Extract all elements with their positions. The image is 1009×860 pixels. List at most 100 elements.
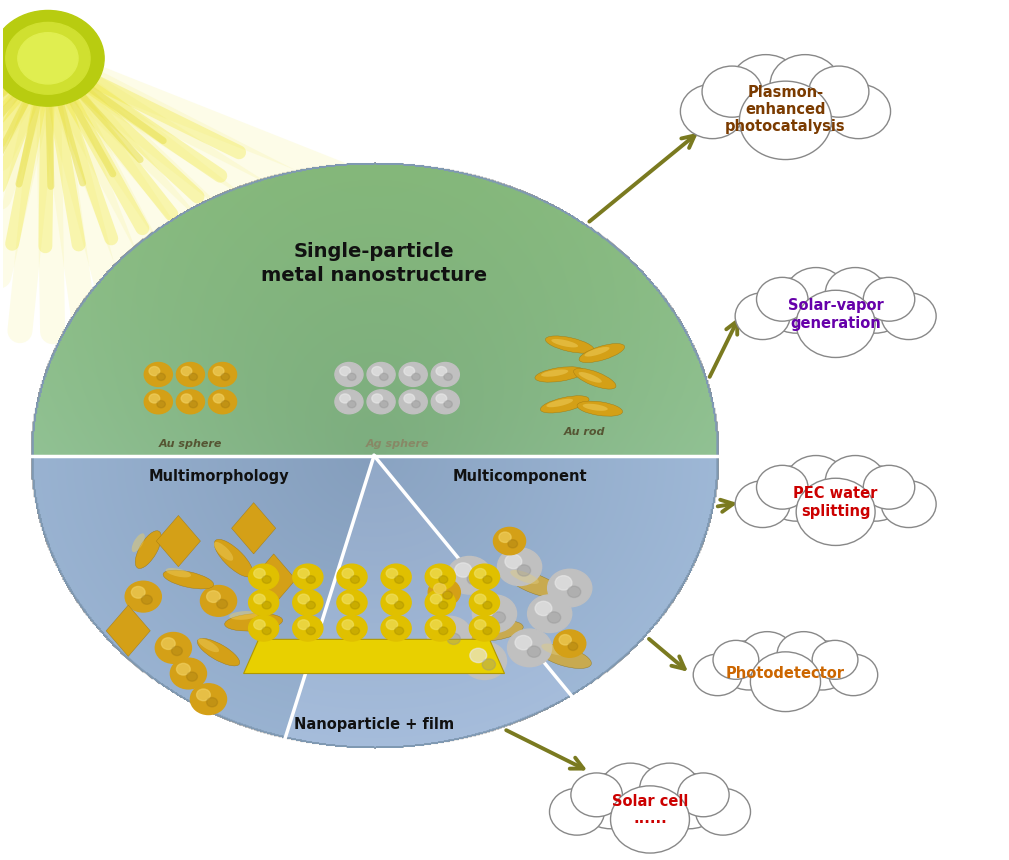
Circle shape — [736, 481, 790, 527]
Circle shape — [347, 373, 356, 380]
Circle shape — [209, 390, 236, 414]
Circle shape — [793, 278, 879, 351]
Circle shape — [462, 642, 507, 679]
Circle shape — [578, 773, 644, 829]
Circle shape — [455, 562, 471, 577]
Circle shape — [431, 620, 442, 630]
Circle shape — [335, 390, 363, 414]
Circle shape — [483, 601, 492, 609]
Circle shape — [404, 394, 415, 403]
Circle shape — [177, 390, 205, 414]
Circle shape — [864, 278, 915, 321]
Circle shape — [177, 363, 205, 386]
Circle shape — [197, 689, 210, 701]
Circle shape — [248, 590, 278, 616]
Circle shape — [386, 594, 398, 604]
Circle shape — [548, 569, 592, 607]
Circle shape — [843, 465, 907, 521]
Circle shape — [427, 617, 471, 654]
Circle shape — [470, 648, 486, 662]
Text: PEC water
splitting: PEC water splitting — [793, 487, 878, 519]
Circle shape — [201, 586, 236, 617]
Ellipse shape — [541, 370, 568, 377]
Circle shape — [213, 366, 224, 376]
Circle shape — [436, 394, 447, 403]
Circle shape — [161, 638, 176, 649]
Circle shape — [371, 366, 382, 376]
Circle shape — [307, 627, 316, 635]
Circle shape — [350, 601, 359, 609]
Circle shape — [293, 590, 323, 616]
Circle shape — [262, 627, 271, 635]
Circle shape — [764, 278, 829, 333]
Ellipse shape — [225, 613, 283, 631]
Circle shape — [298, 594, 310, 604]
Ellipse shape — [578, 372, 601, 383]
Circle shape — [209, 363, 236, 386]
Circle shape — [371, 394, 382, 403]
Circle shape — [436, 366, 447, 376]
Circle shape — [189, 401, 198, 408]
Circle shape — [213, 394, 224, 403]
Circle shape — [480, 601, 496, 616]
Circle shape — [439, 627, 448, 635]
Ellipse shape — [551, 339, 578, 347]
Ellipse shape — [574, 368, 616, 389]
Circle shape — [757, 278, 808, 321]
Circle shape — [474, 568, 486, 578]
Circle shape — [492, 611, 506, 623]
Circle shape — [381, 590, 412, 616]
Circle shape — [702, 66, 762, 117]
Circle shape — [342, 568, 353, 578]
Circle shape — [431, 363, 459, 386]
Circle shape — [386, 568, 398, 578]
Circle shape — [253, 594, 265, 604]
Circle shape — [347, 401, 356, 408]
Circle shape — [149, 366, 159, 376]
Circle shape — [731, 55, 801, 114]
Circle shape — [307, 601, 316, 609]
Circle shape — [367, 363, 396, 386]
Text: Plasmon-
enhanced
photocatalysis: Plasmon- enhanced photocatalysis — [725, 84, 846, 134]
Text: Multicomponent: Multicomponent — [452, 470, 587, 484]
Ellipse shape — [470, 619, 498, 629]
Circle shape — [221, 373, 230, 380]
Circle shape — [555, 575, 572, 590]
Circle shape — [412, 401, 420, 408]
Circle shape — [713, 641, 759, 679]
Circle shape — [447, 633, 460, 644]
Circle shape — [381, 616, 412, 641]
Ellipse shape — [198, 638, 240, 666]
Circle shape — [469, 564, 499, 590]
Circle shape — [508, 629, 552, 666]
Ellipse shape — [466, 621, 524, 641]
Polygon shape — [156, 515, 201, 567]
Circle shape — [657, 773, 721, 829]
Circle shape — [610, 786, 689, 853]
Ellipse shape — [584, 347, 609, 357]
Circle shape — [425, 616, 455, 641]
Polygon shape — [106, 605, 150, 656]
Circle shape — [493, 527, 526, 555]
Circle shape — [474, 620, 486, 630]
Circle shape — [400, 390, 427, 414]
Circle shape — [554, 630, 586, 657]
Ellipse shape — [542, 643, 568, 655]
Circle shape — [829, 654, 878, 696]
Circle shape — [736, 292, 790, 340]
Ellipse shape — [582, 403, 607, 411]
Circle shape — [350, 627, 359, 635]
Ellipse shape — [163, 570, 214, 589]
Circle shape — [157, 401, 165, 408]
Text: Multimorphology: Multimorphology — [148, 470, 289, 484]
Circle shape — [434, 583, 446, 593]
Circle shape — [298, 620, 310, 630]
Circle shape — [293, 564, 323, 590]
Circle shape — [708, 66, 784, 132]
Circle shape — [777, 631, 830, 677]
Ellipse shape — [546, 399, 573, 408]
Circle shape — [367, 390, 396, 414]
Circle shape — [693, 654, 742, 696]
Circle shape — [144, 363, 173, 386]
Circle shape — [400, 363, 427, 386]
